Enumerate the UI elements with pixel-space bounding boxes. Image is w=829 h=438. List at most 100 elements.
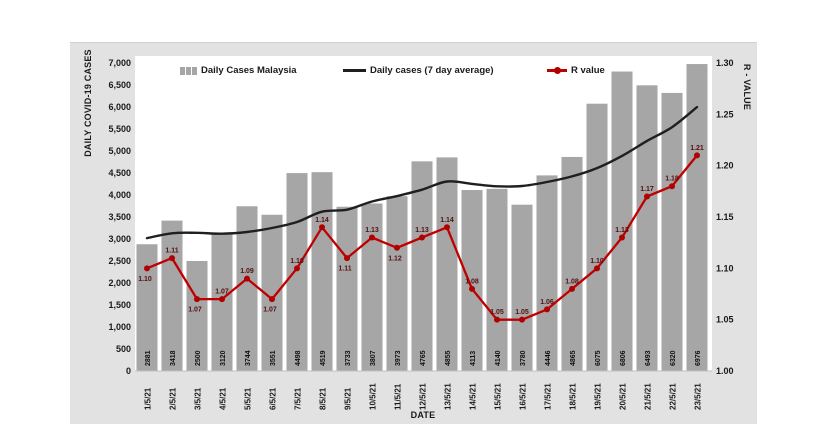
bar-value-label: 4140 — [495, 350, 502, 366]
r-value-marker — [194, 296, 200, 303]
daily-cases-bar — [386, 196, 408, 371]
r-value-marker — [494, 316, 500, 323]
left-axis-title: DAILY COVID-19 CASES — [83, 49, 93, 157]
r-value-marker — [419, 234, 425, 241]
daily-cases-bar — [461, 190, 483, 371]
date-tick-label: 16/5/21 — [519, 383, 528, 410]
r-value-marker — [169, 255, 175, 262]
r-value-marker — [394, 244, 400, 251]
r-value-label: 1.13 — [415, 227, 429, 234]
legend-item-7day-average: Daily cases (7 day average) — [343, 65, 494, 76]
r-value-label: 1.08 — [565, 278, 579, 285]
bar-swatch-icon — [180, 66, 197, 75]
chart-panel: 0 500 1,000 1,500 2,000 2,500 3,000 3,500 4,000 4… — [70, 42, 757, 424]
r-value-label: 1.13 — [615, 227, 629, 234]
bar-value-label: 4519 — [320, 350, 327, 366]
right-axis-title: R - VALUE — [742, 63, 752, 111]
r-value-marker — [444, 224, 450, 231]
date-tick-label: 1/5/21 — [144, 387, 153, 410]
date-tick-label: 11/5/21 — [394, 383, 403, 410]
right-tick-label: 1.20 — [716, 161, 734, 171]
r-value-label: 1.17 — [640, 186, 654, 193]
date-tick-label: 8/5/21 — [319, 387, 328, 410]
date-tick-label: 19/5/21 — [594, 383, 603, 410]
date-tick-label: 7/5/21 — [294, 387, 303, 410]
daily-cases-bar — [211, 233, 233, 371]
r-value-marker — [519, 316, 525, 323]
date-tick-label: 9/5/21 — [344, 387, 353, 410]
daily-cases-bar — [411, 161, 433, 371]
date-tick-label: 6/5/21 — [269, 387, 278, 410]
daily-cases-bar — [436, 157, 458, 371]
bar-value-label: 4765 — [420, 350, 427, 366]
r-value-marker — [619, 234, 625, 241]
bar-value-label: 6320 — [670, 350, 677, 366]
r-value-marker — [344, 255, 350, 262]
r-value-marker — [219, 296, 225, 303]
r-value-marker — [469, 285, 475, 292]
left-tick-label: 6,000 — [108, 102, 131, 112]
date-tick-label: 14/5/21 — [469, 383, 478, 410]
bar-value-label: 3973 — [395, 350, 402, 366]
daily-cases-bar — [261, 214, 283, 371]
combo-chart: 0 500 1,000 1,500 2,000 2,500 3,000 3,500 4,000 4… — [108, 56, 734, 410]
right-tick-label: 1.05 — [716, 315, 734, 325]
daily-cases-bar — [586, 103, 608, 371]
r-value-marker — [694, 152, 700, 159]
daily-cases-bar — [511, 204, 533, 371]
r-value-label: 1.21 — [690, 145, 704, 152]
r-value-label: 1.07 — [263, 307, 277, 314]
legend-label: R value — [571, 65, 605, 76]
daily-cases-bar — [286, 173, 308, 371]
date-tick-label: 22/5/21 — [669, 383, 678, 410]
date-tick-label: 17/5/21 — [544, 383, 553, 410]
daily-cases-bar — [561, 156, 583, 371]
r-value-marker — [244, 275, 250, 282]
left-tick-label: 5,500 — [108, 124, 131, 134]
line-marker-swatch-icon — [547, 66, 567, 75]
right-tick-label: 1.25 — [716, 109, 734, 119]
date-tick-label: 5/5/21 — [244, 387, 253, 410]
left-tick-label: 7,000 — [108, 58, 131, 68]
left-tick-label: 500 — [116, 344, 131, 354]
left-tick-label: 4,500 — [108, 168, 131, 178]
right-tick-label: 1.15 — [716, 212, 734, 222]
left-tick-label: 2,500 — [108, 256, 131, 266]
r-value-label: 1.18 — [665, 176, 679, 183]
daily-cases-bar — [361, 203, 383, 371]
daily-cases-bar — [136, 244, 158, 371]
r-value-label: 1.05 — [490, 309, 504, 316]
legend-label: Daily cases (7 day average) — [370, 65, 494, 76]
bar-value-label: 3551 — [270, 350, 277, 366]
daily-cases-bar — [311, 172, 333, 371]
legend-label: Daily Cases Malaysia — [201, 65, 297, 76]
bar-value-label: 2881 — [145, 350, 152, 366]
r-value-label: 1.09 — [240, 268, 254, 275]
bar-value-label: 4498 — [295, 350, 302, 366]
left-tick-label: 0 — [126, 366, 131, 376]
avg-line — [145, 105, 699, 240]
date-tick-label: 15/5/21 — [494, 383, 503, 410]
daily-cases-bar — [336, 206, 358, 371]
r-value-marker — [569, 285, 575, 292]
r-value-label: 1.13 — [365, 227, 379, 234]
r-value-marker — [369, 234, 375, 241]
bar-value-label: 4113 — [470, 351, 477, 366]
r-value-label: 1.10 — [138, 276, 152, 283]
daily-cases-bar — [486, 188, 508, 371]
date-tick-label: 20/5/21 — [619, 383, 628, 410]
r-value-label: 1.05 — [515, 309, 529, 316]
r-value-label: 1.14 — [440, 217, 454, 224]
daily-cases-bar — [686, 64, 708, 371]
r-value-marker — [294, 265, 300, 272]
left-tick-label: 2,000 — [108, 278, 131, 288]
bar-value-label: 3733 — [345, 350, 352, 366]
daily-cases-bar — [636, 85, 658, 372]
daily-cases-bar — [161, 220, 183, 371]
r-value-label: 1.11 — [165, 248, 178, 255]
x-axis-title: DATE — [410, 410, 436, 420]
r-value-marker — [544, 306, 550, 313]
date-tick-label: 21/5/21 — [644, 383, 653, 410]
r-value-marker — [669, 183, 675, 190]
bar-value-label: 6806 — [620, 350, 627, 366]
